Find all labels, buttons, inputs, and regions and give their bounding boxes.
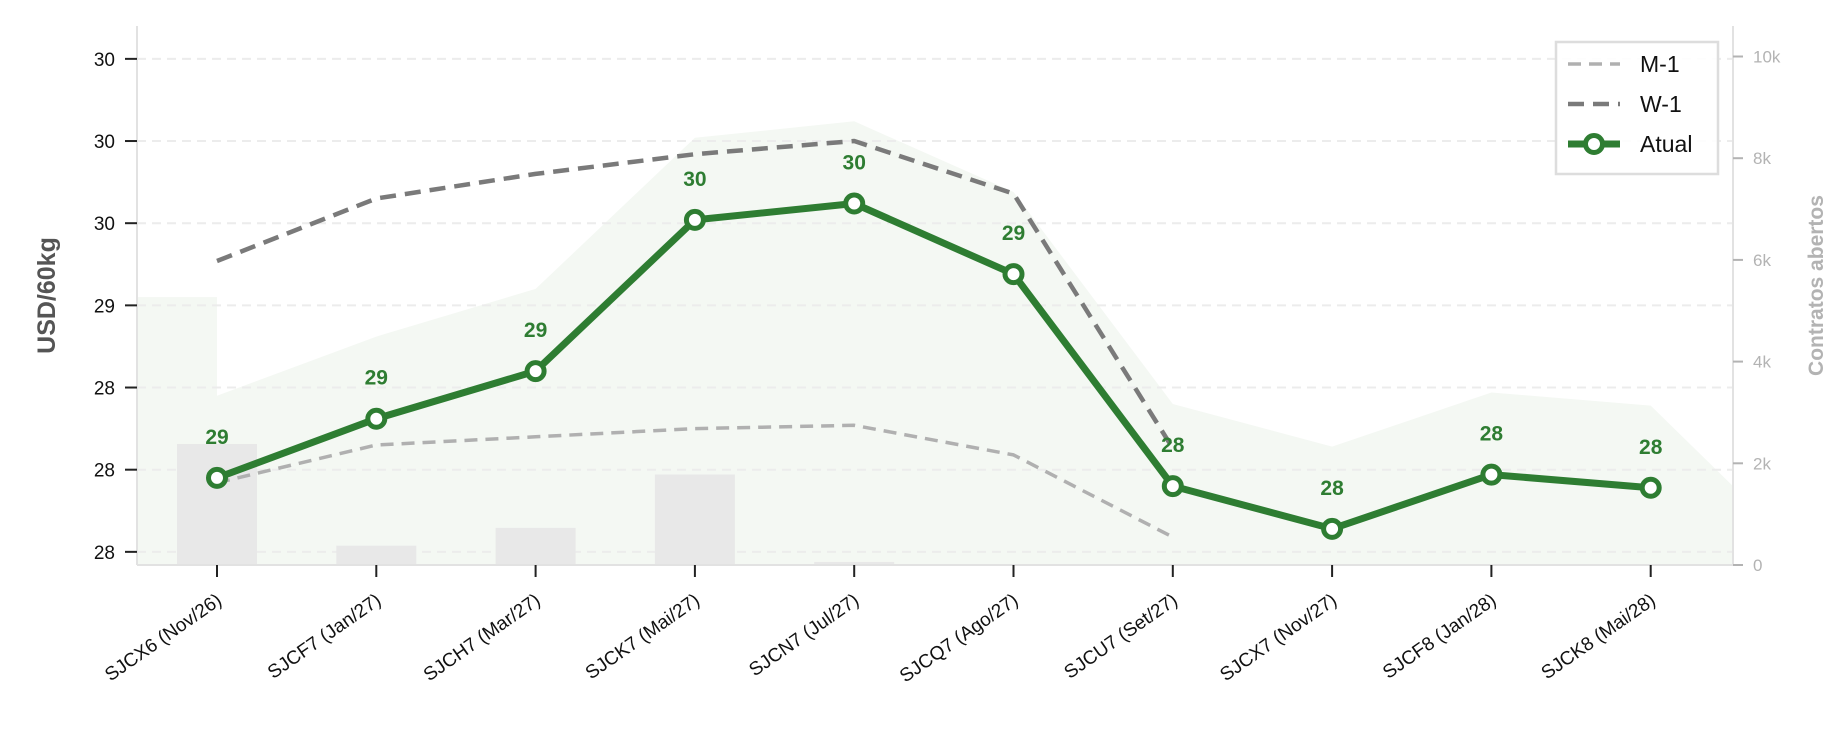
legend-swatch-marker — [1583, 133, 1605, 155]
atual-data-label: 28 — [1320, 477, 1344, 500]
data-labels-layer: 29 29 29 30 30 29 28 28 28 28 — [205, 151, 1662, 499]
lines-layer — [206, 138, 1662, 540]
atual-data-label: 29 — [205, 426, 228, 449]
open-contracts-bar — [654, 474, 735, 565]
atual-data-label: 28 — [1639, 436, 1663, 459]
left-tick-label: 28 — [94, 543, 115, 564]
y-axis-title: USD/60kg — [33, 237, 61, 354]
series-line-m-1 — [216, 423, 1174, 539]
atual-data-label: 30 — [683, 168, 706, 191]
left-tick-label: 28 — [94, 379, 115, 400]
open-contracts-bar — [495, 527, 576, 565]
bars-layer — [177, 443, 895, 565]
atual-point-marker — [1480, 463, 1503, 486]
atual-data-label: 30 — [843, 151, 866, 174]
atual-point-marker — [683, 208, 706, 231]
left-tick-label: 30 — [94, 132, 115, 153]
right-tick-label: 6k — [1753, 251, 1771, 270]
open-contracts-bar — [336, 545, 417, 565]
left-tick-label: 30 — [94, 214, 115, 235]
legend-label: Atual — [1640, 131, 1692, 157]
atual-data-label: 28 — [1480, 423, 1504, 446]
atual-point-marker — [206, 466, 228, 489]
x-tick-label: SJCN7 (Jul/27) — [745, 590, 863, 681]
right-tick-label: 2k — [1753, 454, 1771, 473]
x-tick-label: SJCX7 (Nov/27) — [1216, 590, 1340, 686]
x-tick-label: SJCQ7 (Ago/27) — [896, 590, 1022, 687]
x-tick-label: SJCF8 (Jan/28) — [1379, 590, 1500, 684]
atual-data-label: 29 — [524, 319, 547, 342]
atual-point-marker — [1321, 517, 1344, 540]
open-contracts-bar — [814, 561, 895, 565]
right-tick-label: 4k — [1753, 353, 1771, 372]
atual-point-marker — [1639, 476, 1662, 499]
legend-box — [1554, 40, 1720, 176]
atual-point-marker — [365, 407, 388, 430]
legend: M-1 W-1 Atual — [1554, 40, 1720, 176]
y2-axis-title: Contratos abertos — [1805, 195, 1828, 376]
open-contracts-bar — [177, 443, 257, 565]
right-tick-label: 0 — [1753, 556, 1762, 575]
atual-data-label: 28 — [1161, 434, 1185, 457]
left-tick-label: 28 — [94, 461, 115, 482]
legend-label: M-1 — [1640, 51, 1680, 77]
series-line-atual — [215, 200, 1651, 533]
background-band — [137, 121, 1733, 565]
right-tick-label: 10k — [1753, 48, 1781, 67]
grid-layer — [137, 57, 1733, 553]
atual-point-marker — [1002, 263, 1025, 286]
x-tick-label: SJCU7 (Set/27) — [1061, 590, 1182, 684]
right-tick-label: 8k — [1753, 149, 1771, 168]
x-tick-label: SJCK7 (Mai/27) — [582, 590, 704, 684]
atual-point-marker — [524, 360, 547, 383]
left-tick-label: 29 — [94, 296, 115, 317]
x-tick-label: SJCH7 (Mar/27) — [420, 590, 544, 686]
atual-data-label: 29 — [1002, 222, 1025, 245]
x-tick-label: SJCF7 (Jan/27) — [264, 590, 385, 684]
x-tick-label: SJCX6 (Nov/26) — [101, 590, 225, 686]
atual-data-label: 29 — [365, 367, 388, 390]
x-tick-label: SJCK8 (Mai/28) — [1538, 590, 1660, 684]
atual-point-marker — [843, 192, 866, 215]
band-layer — [137, 121, 1733, 565]
atual-point-marker — [1161, 475, 1184, 498]
left-tick-label: 30 — [94, 50, 115, 71]
legend-label: W-1 — [1640, 91, 1682, 117]
